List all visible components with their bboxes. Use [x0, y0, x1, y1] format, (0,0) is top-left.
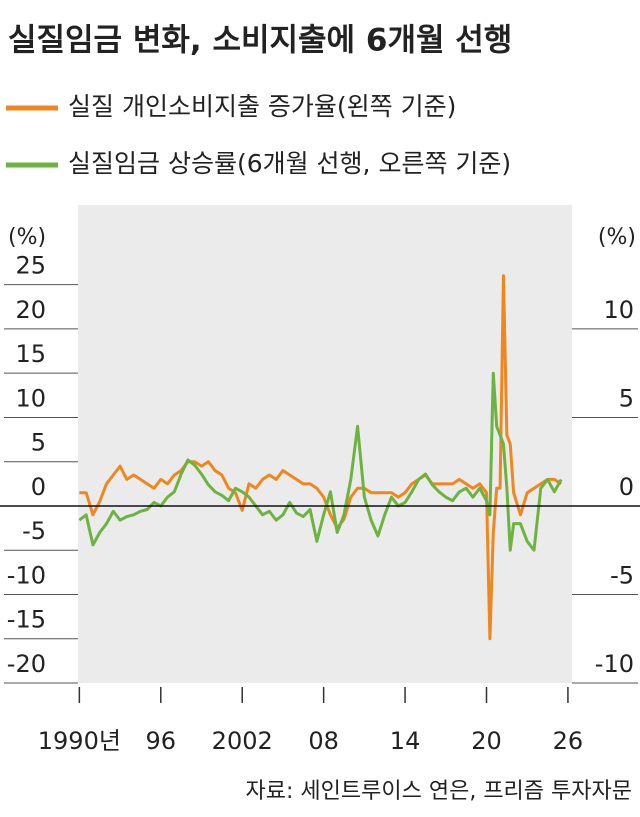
x-tick-label: 26 — [553, 727, 584, 755]
y-tick-label: 20 — [15, 296, 46, 324]
y-tick-label: -10 — [7, 561, 46, 589]
y-tick-label: 10 — [15, 384, 46, 412]
series-line — [78, 371, 563, 552]
y-tick-label: 25 — [15, 252, 46, 280]
x-tick-label: 14 — [390, 727, 421, 755]
y2-tick-label: 0 — [619, 473, 634, 501]
legend-label: 실질 개인소비지출 증가율(왼쪽 기준) — [68, 92, 456, 121]
x-tick-label: 1990년 — [38, 727, 121, 755]
y2-tick-label: -10 — [595, 650, 634, 678]
x-tick-label: 20 — [471, 727, 502, 755]
y-tick-label: 15 — [15, 340, 46, 368]
chart-title: 실질임금 변화, 소비지출에 6개월 선행 — [8, 23, 512, 59]
y2-tick-label: -5 — [610, 561, 634, 589]
y2-tick-label: 5 — [619, 384, 634, 412]
legend-label: 실질임금 상승률(6개월 선행, 오른쪽 기준) — [68, 149, 511, 178]
y2-unit: (%) — [598, 225, 636, 250]
plot-background — [78, 205, 572, 683]
x-tick-label: 96 — [146, 727, 177, 755]
y-tick-label: 0 — [31, 473, 46, 501]
y-unit: (%) — [8, 225, 46, 250]
source: 자료: 세인트루이스 연은, 프리즘 투자자문 — [246, 779, 632, 804]
series-line — [79, 274, 562, 641]
x-tick-label: 2002 — [212, 727, 273, 755]
y-tick-label: -5 — [22, 517, 46, 545]
y-tick-label: -15 — [7, 606, 46, 634]
x-tick-label: 08 — [308, 727, 339, 755]
y2-tick-label: 10 — [603, 296, 634, 324]
y-tick-label: -20 — [7, 650, 46, 678]
y-tick-label: 5 — [31, 429, 46, 457]
